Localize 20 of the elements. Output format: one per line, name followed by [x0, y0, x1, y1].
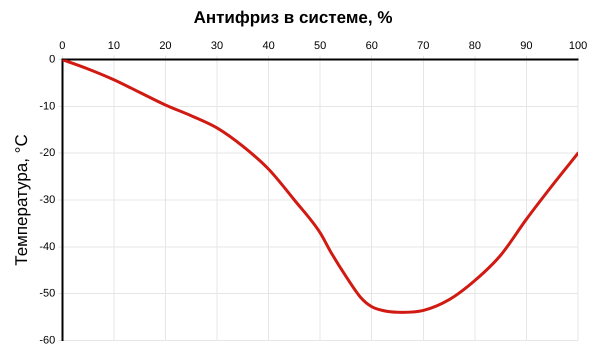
- x-tick-label: 70: [417, 40, 430, 52]
- y-axis-title: Температура, °C: [12, 134, 31, 266]
- y-tick-label: -20: [39, 147, 56, 160]
- y-tick-label: 0: [49, 54, 56, 66]
- x-tick-label: 10: [108, 40, 120, 52]
- y-tick-label: -60: [39, 334, 56, 346]
- y-tick-label: -40: [39, 240, 56, 253]
- x-tick-label: 50: [314, 40, 326, 52]
- x-tick-label: 20: [159, 40, 172, 52]
- y-tick-label: -30: [39, 194, 56, 206]
- chart-title: Антифриз в системе, %: [194, 8, 392, 27]
- y-tick-label: -10: [39, 100, 56, 112]
- y-tick-label: -50: [39, 288, 56, 300]
- x-tick-label: 0: [59, 40, 66, 52]
- x-tick-label: 90: [520, 40, 533, 52]
- x-tick-label: 60: [366, 40, 378, 52]
- x-tick-label: 100: [568, 40, 588, 52]
- x-tick-label: 30: [210, 40, 224, 52]
- x-tick-label: 80: [468, 40, 481, 52]
- x-tick-label: 40: [262, 40, 275, 52]
